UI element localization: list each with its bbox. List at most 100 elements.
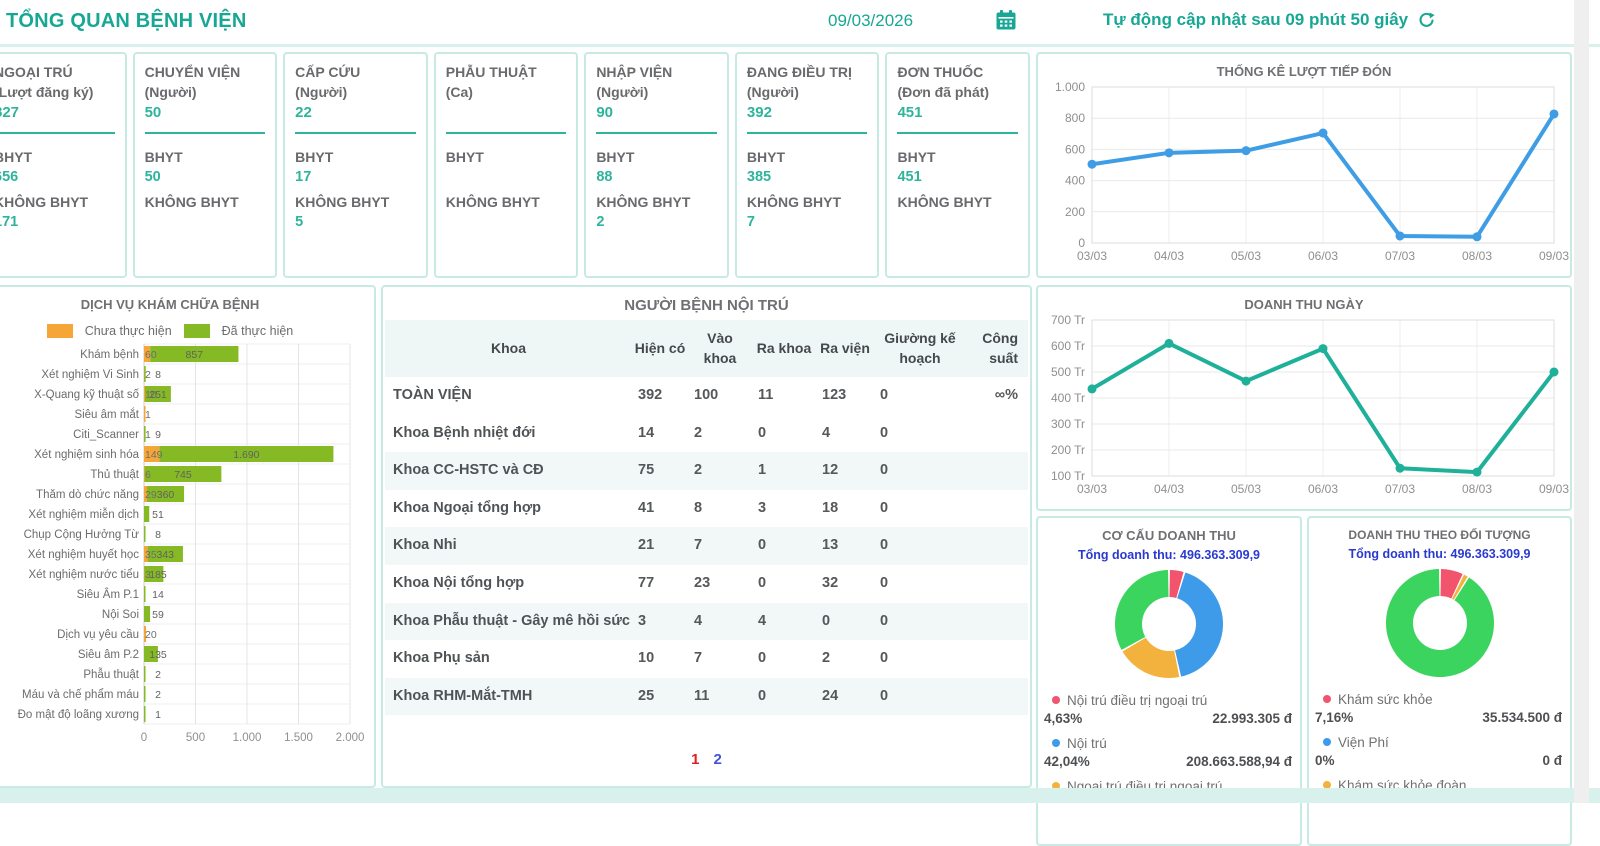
bar-segment-pending — [144, 626, 147, 642]
y-tick: 1.000 — [1055, 80, 1085, 94]
bar-value-pending: 6 — [145, 469, 151, 481]
scrollbar-track[interactable] — [1574, 0, 1589, 803]
services-chart-title: DỊCH VỤ KHÁM CHỮA BỆNH — [80, 297, 260, 312]
value-cell: 0 — [880, 650, 889, 667]
bar-category-label: Xét nghiệm sinh hóa — [34, 449, 139, 461]
value-cell: 1 — [758, 462, 767, 479]
bar-value-done: 51 — [152, 509, 164, 521]
kpi-card-title: CHUYỂN VIỆN — [144, 64, 241, 80]
khong-bhyt-value: 2 — [596, 214, 605, 230]
value-cell: 18 — [822, 499, 839, 516]
revenue-chart-title: DOANH THU NGÀY — [1244, 297, 1364, 312]
table-row: Khoa Ngoại tổng hợp 41 8 3 18 0 — [385, 490, 1028, 528]
bar-value-done: 857 — [186, 349, 204, 361]
cocau-total-revenue: Tổng doanh thu: 496.363.309,9 — [1078, 548, 1260, 562]
kpi-divider — [746, 132, 868, 134]
khong-bhyt-value: 5 — [295, 214, 304, 230]
kpi-card-subtitle: (Lượt đăng ký) — [0, 84, 94, 100]
value-cell: 0 — [880, 462, 889, 479]
table-row: Khoa CC-HSTC và CĐ 75 2 1 12 0 — [385, 452, 1028, 490]
bar-category-label: Xét nghiệm huyết học — [28, 549, 139, 561]
bar-value-done: 360 — [157, 489, 175, 501]
kpi-divider — [0, 132, 115, 134]
page-1[interactable]: 1 — [691, 751, 700, 768]
legend-amount: 22.993.305 đ — [1212, 711, 1292, 726]
column-header: Vào khoa — [688, 320, 752, 378]
value-cell: 2 — [822, 650, 831, 667]
legend-amount: 0 đ — [1542, 753, 1562, 768]
panel-inpatients: NGƯỜI BỆNH NỘI TRÚ Khoa Hiện có Vào khoa Ra… — [381, 285, 1032, 788]
bar-value-pending: 20 — [145, 629, 157, 641]
data-point — [1241, 376, 1251, 386]
value-cell — [966, 490, 1028, 528]
bar-segment-pending — [144, 546, 148, 562]
bar-segment-done — [144, 506, 150, 522]
bar-category-label: Đo mật độ loãng xương — [18, 709, 139, 721]
bhyt-value: 17 — [295, 169, 312, 185]
value-cell: ∞% — [994, 387, 1018, 404]
bar-category-label: Thăm dò chức năng — [36, 489, 139, 501]
khong-bhyt-label: KHÔNG BHYT — [295, 194, 390, 210]
doituong-svg — [1385, 569, 1494, 678]
bar-segment-done — [146, 486, 185, 502]
x-tick: 1.500 — [284, 732, 313, 744]
data-point — [1395, 463, 1405, 473]
bar-value-pending: 1 — [145, 429, 151, 441]
x-tick: 09/03 — [1539, 249, 1569, 263]
kpi-card-value: 392 — [746, 104, 772, 121]
kpi-card-3: PHẪU THUẬT (Ca) BHYT KHÔNG BHYT — [433, 52, 579, 278]
khong-bhyt-label: KHÔNG BHYT — [897, 194, 992, 210]
legend-item-label: Nội trú — [1067, 735, 1107, 751]
bar-value-pending: 29 — [145, 489, 157, 501]
value-cell: 123 — [822, 387, 847, 404]
reception-line-chart: 03/03 04/03 05/03 06/03 07/03 08/03 09/03 0 200 4… — [1038, 79, 1570, 272]
kpi-card-subtitle: (Người) — [144, 84, 197, 100]
legend-dot — [1052, 782, 1060, 790]
legend-item-label: Khám sức khỏe — [1338, 691, 1433, 707]
value-cell: 2 — [694, 424, 703, 441]
value-cell: 0 — [880, 424, 889, 441]
date-field[interactable]: 09/03/2026 — [828, 11, 914, 30]
bar-value-pending: 60 — [145, 349, 157, 361]
header-bar: TỔNG QUAN BỆNH VIỆN 09/03/2026 Tự động c… — [0, 0, 1600, 47]
table-row: TOÀN VIỆN 392 100 11 123 0 ∞% — [385, 377, 1028, 415]
kpi-card-0: NGOẠI TRÚ (Lượt đăng ký) 827 BHYT 656 KHÔNG B… — [0, 52, 127, 278]
bar-segment-pending — [144, 446, 160, 462]
kpi-card-title: PHẪU THUẬT — [445, 64, 537, 80]
value-cell: 0 — [822, 612, 831, 629]
panel-daily-revenue: DOANH THU NGÀY 03/03 04/03 05/03 06/03 07/03… — [1036, 285, 1572, 511]
bar-category-label: Thủ thuật — [90, 469, 139, 481]
kpi-divider — [144, 132, 266, 134]
kpi-card-title: NGOẠI TRÚ — [0, 64, 73, 80]
x-tick: 04/03 — [1154, 249, 1184, 263]
dept-name-cell: Khoa CC-HSTC và CĐ — [393, 462, 544, 479]
kpi-card-value — [446, 102, 567, 123]
value-cell: 3 — [638, 612, 647, 629]
bar-segment-done — [144, 666, 146, 682]
kpi-card-title: NHẬP VIỆN — [596, 64, 673, 80]
bar-segment-done — [144, 566, 164, 582]
page-2[interactable]: 2 — [713, 751, 722, 768]
x-tick: 0 — [141, 732, 147, 744]
value-cell: 392 — [638, 387, 663, 404]
value-cell: 75 — [638, 462, 655, 479]
bhyt-value: 88 — [596, 169, 613, 185]
bar-value-pending: 10 — [145, 389, 157, 401]
services-svg: 0 500 1.000 1.500 2.000 Khám bệnh 60 857 Xét ngh… — [18, 343, 364, 744]
bar-value-done: 9 — [155, 429, 161, 441]
y-tick: 300 Tr — [1051, 417, 1085, 431]
refresh-icon[interactable] — [1417, 11, 1436, 30]
calendar-icon[interactable] — [995, 9, 1017, 31]
khong-bhyt-label: KHÔNG BHYT — [445, 194, 540, 210]
kpi-card-2: CẤP CỨU (Người) 22 BHYT 17 KHÔNG BHYT 5 — [283, 52, 428, 278]
data-point — [1164, 148, 1174, 158]
legend-percent: 4,63% — [1044, 711, 1083, 726]
value-cell: 0 — [758, 687, 767, 704]
value-cell: 25 — [638, 687, 655, 704]
donut-slice — [1169, 570, 1184, 598]
x-tick: 05/03 — [1231, 249, 1261, 263]
bar-segment-pending — [144, 386, 146, 402]
bar-value-done: 8 — [155, 529, 161, 541]
y-tick: 600 Tr — [1051, 339, 1085, 353]
revenue-svg: 03/03 04/03 05/03 06/03 07/03 08/03 09/03 100 T… — [1051, 313, 1569, 496]
